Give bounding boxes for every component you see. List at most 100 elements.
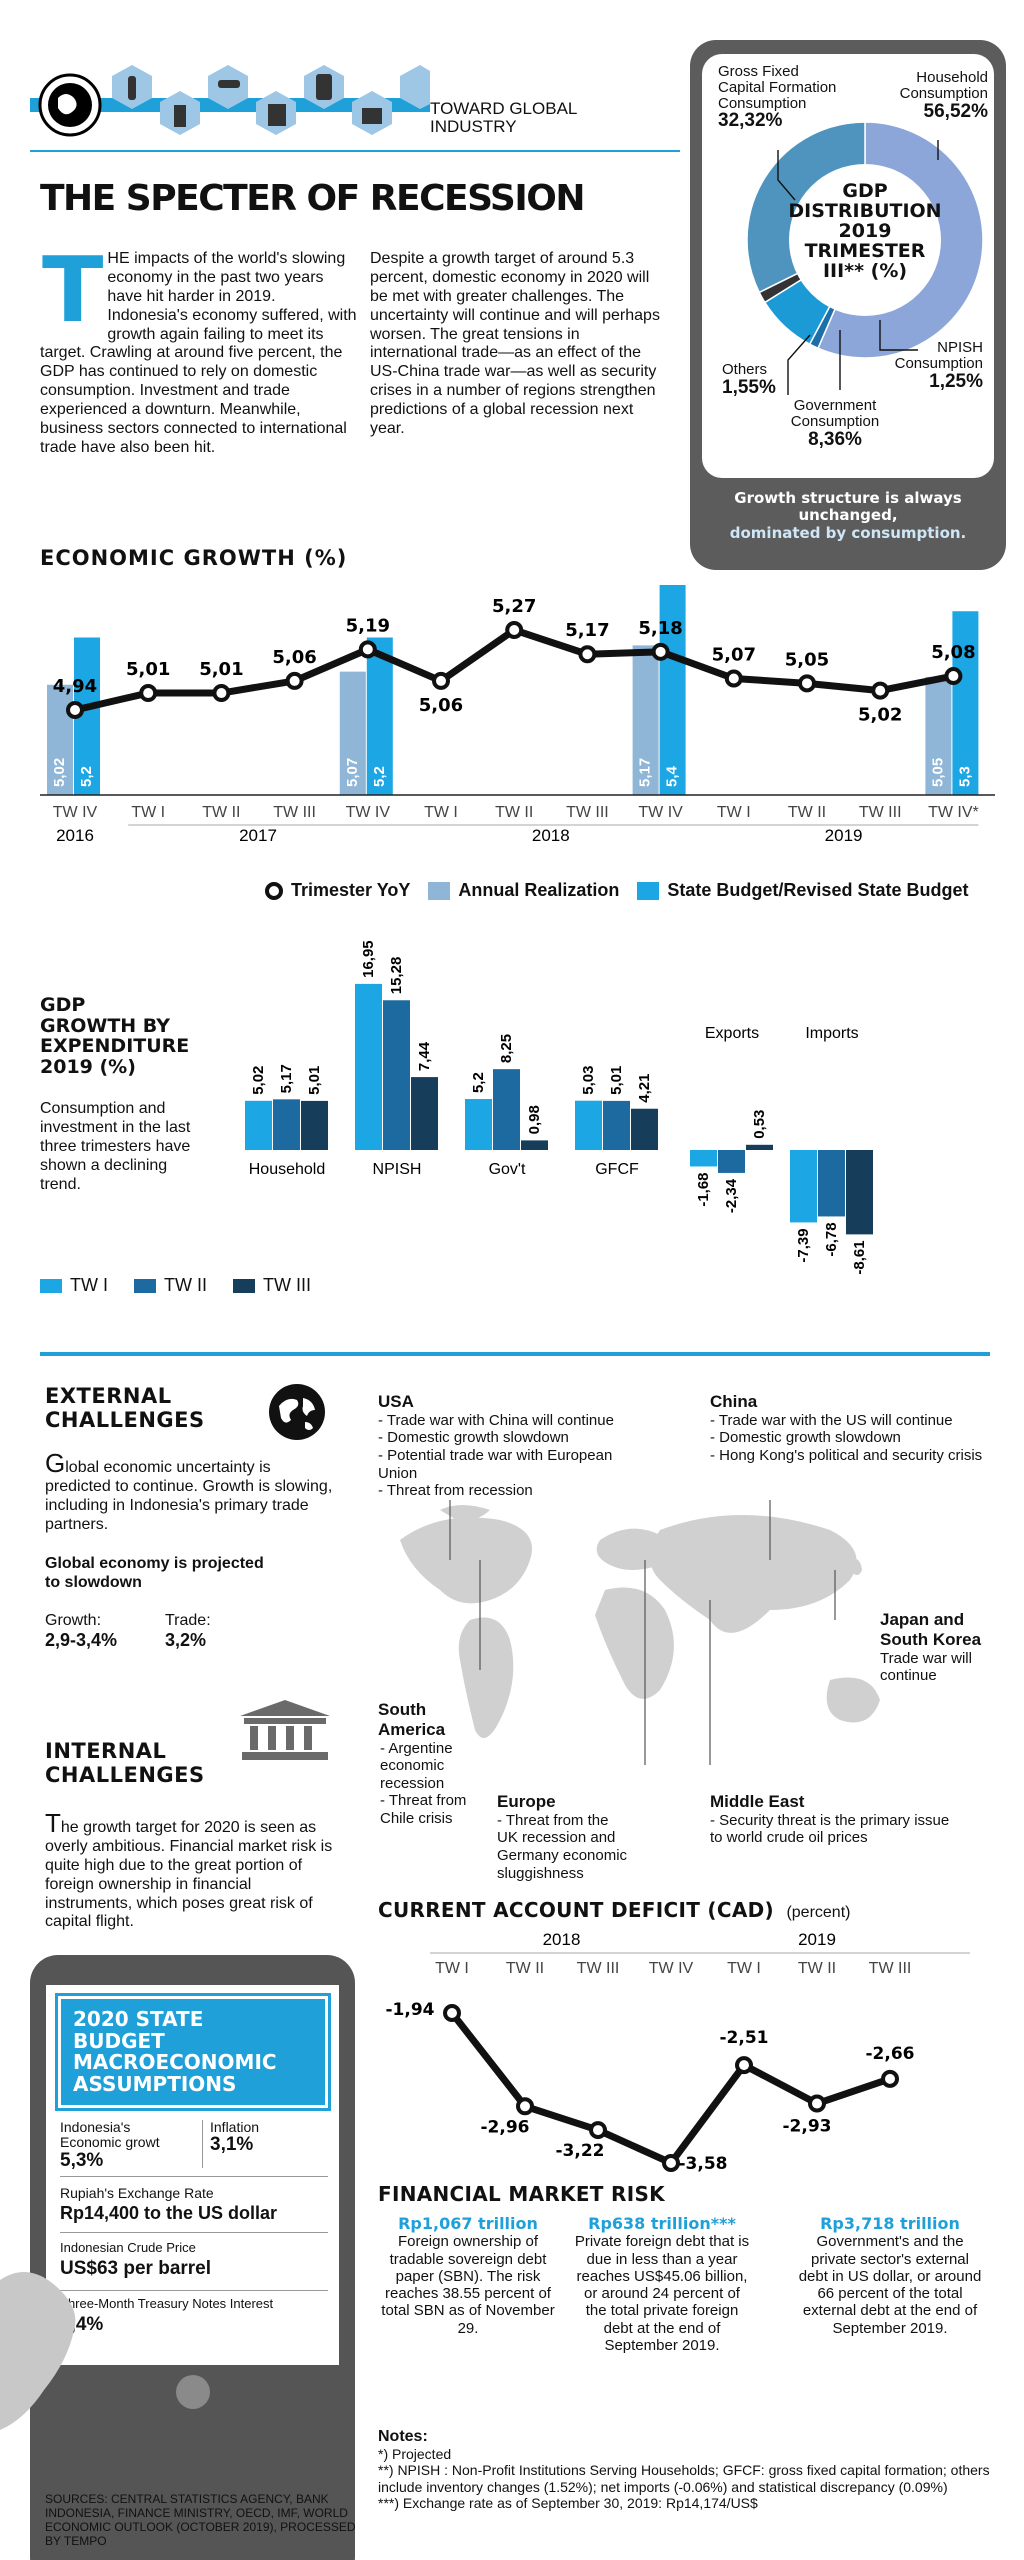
external-sub: Global economy is projected to slowdown <box>45 1555 264 1591</box>
exp-bar-label: -8,61 <box>851 1240 868 1274</box>
exp-bar-label: 5,2 <box>470 1072 487 1093</box>
cad-point <box>516 2097 534 2116</box>
exp-bar-label: 8,25 <box>498 1034 515 1063</box>
yoy-label: 5,06 <box>419 695 463 716</box>
yoy-point <box>358 640 377 659</box>
yoy-point <box>578 645 597 664</box>
exp-bar-label: 16,95 <box>360 940 377 978</box>
gdp-value-gfcf: 32,32% <box>718 110 783 132</box>
yoy-point <box>798 674 816 693</box>
header-icon-strip <box>30 65 430 137</box>
gdp-value-government: 8,36% <box>808 428 862 450</box>
bar-budget <box>952 611 979 795</box>
intro-dropcap: T <box>42 238 104 343</box>
yoy-label: 5,06 <box>272 647 316 668</box>
exp-bar <box>383 1000 410 1150</box>
external-dropcap: G <box>45 1448 66 1478</box>
exp-bar <box>493 1069 520 1150</box>
growth-year: 2016 <box>56 826 94 845</box>
yoy-point <box>139 684 158 703</box>
yoy-point <box>871 681 890 700</box>
cad-tick: TW III <box>869 1960 912 1977</box>
bar-realization-label: 5,07 <box>344 758 361 787</box>
cad-tick: TW I <box>435 1960 469 1977</box>
exp-category: Gov't <box>489 1161 526 1178</box>
map-europe: Europe - Threat from the UK recession and… <box>497 1792 628 1882</box>
growth-year: 2018 <box>532 826 570 845</box>
legend-realization: Annual Realization <box>428 880 619 901</box>
globe-icon <box>269 1384 325 1440</box>
gdp-value-others: 1,55% <box>722 376 776 398</box>
bar-budget-label: 5,2 <box>371 766 388 787</box>
budget-title: 2020 STATE BUDGET MACROECONOMIC ASSUMPTI… <box>55 1992 331 2112</box>
cad-tick: TW IV <box>649 1960 694 1977</box>
exp-bar <box>718 1150 745 1173</box>
growth-tick: TW III <box>859 804 902 821</box>
intro-column-1: T HE impacts of the world's slowing econ… <box>40 238 360 458</box>
growth-tick: TW I <box>131 804 165 821</box>
expenditure-legend: TW I TW II TW III <box>40 1275 311 1296</box>
yoy-point <box>651 642 670 661</box>
exp-bar-label: 0,98 <box>526 1105 543 1134</box>
exp-bar <box>631 1108 658 1150</box>
bar-realization-label: 5,17 <box>637 758 654 787</box>
growth-tick: TW IV* <box>928 804 979 821</box>
bar-realization <box>632 645 659 795</box>
budget-tnote: Three-Month Treasury Notes Interest 5,4% <box>60 2296 274 2335</box>
exp-bar <box>790 1150 817 1223</box>
growth-tick: TW IV <box>638 804 683 821</box>
exp-category: Imports <box>805 1025 858 1042</box>
cad-label: -3,22 <box>556 2141 605 2161</box>
bar-realization <box>925 676 952 795</box>
exp-bar-label: 5,17 <box>278 1064 295 1093</box>
risk-title: FINANCIAL MARKET RISK <box>378 2182 665 2206</box>
external-title: EXTERNAL CHALLENGES <box>45 1384 205 1432</box>
risk-item-2: Rp638 trillion*** Private foreign debt th… <box>574 2214 750 2354</box>
growth-legend: Trimester YoY Annual Realization State B… <box>265 880 968 901</box>
legend-tw3: TW III <box>233 1275 311 1296</box>
risk-item-1: Rp1,067 trillion Foreign ownership of tra… <box>381 2214 555 2337</box>
risk-item-3: Rp3,718 trillion Government's and the pri… <box>798 2214 982 2337</box>
external-text: Global economic uncertainty is predicted… <box>45 1448 333 1533</box>
exp-bar-label: 0,53 <box>751 1110 768 1139</box>
cad-tick: TW II <box>798 1960 836 1977</box>
yoy-label: 5,18 <box>638 618 682 639</box>
header-rule <box>30 150 680 152</box>
cad-line <box>449 2010 892 2167</box>
growth-tick: TW III <box>273 804 316 821</box>
bar-realization-label: 5,02 <box>51 758 68 787</box>
yoy-label: 5,05 <box>785 649 829 670</box>
exp-bar <box>818 1150 845 1217</box>
growth-tick: TW I <box>717 804 751 821</box>
cad-label: -2,96 <box>481 2117 530 2137</box>
gdp-panel-footer: Growth structure is always unchanged, dom… <box>729 489 967 542</box>
yoy-point <box>944 667 963 686</box>
sources: SOURCES: CENTRAL STATISTICS AGENCY, BANK… <box>45 2492 356 2549</box>
yoy-point <box>505 621 524 639</box>
cad-year: 2018 <box>543 1930 581 1949</box>
map-japan: Japan and South Korea Trade war will cont… <box>880 1610 982 1685</box>
yoy-point <box>66 701 84 719</box>
economic-growth-chart: 5,02 5,2 5,07 5,2 5,17 5,4 5,05 5,3 4,94 5,01 5,01… <box>40 585 995 845</box>
yoy-label: 5,08 <box>931 642 975 663</box>
gdp-label-government: Government Consumption 8,36% <box>790 397 880 450</box>
yoy-label: 5,19 <box>346 615 390 636</box>
expenditure-title: GDP GROWTH BY EXPENDITURE 2019 (%) <box>40 994 190 1078</box>
exp-bar <box>846 1150 873 1235</box>
yoy-label: 4,94 <box>53 676 97 697</box>
intro-text-1: HE impacts of the world's slowing econom… <box>40 250 357 456</box>
expenditure-chart: 5,02 5,17 5,01 Household 16,95 15,28 7,44 NPISH… <box>245 940 873 1275</box>
yoy-point <box>724 669 743 688</box>
cad-title: CURRENT ACCOUNT DEFICIT (CAD) (percent) <box>378 1898 851 1922</box>
growth-tick: TW IV <box>346 804 391 821</box>
exp-bar <box>245 1100 272 1150</box>
cad-label: -3,58 <box>679 2154 728 2174</box>
yoy-label: 5,27 <box>492 596 536 617</box>
cad-label: -2,51 <box>720 2028 769 2048</box>
yoy-label: 5,02 <box>858 705 902 726</box>
growth-tick: TW II <box>788 804 826 821</box>
internal-dropcap: T <box>45 1808 61 1838</box>
map-south-america: South America - Argentine economic recess… <box>378 1700 467 1827</box>
growth-tick: TW II <box>202 804 240 821</box>
yoy-point <box>212 684 231 703</box>
